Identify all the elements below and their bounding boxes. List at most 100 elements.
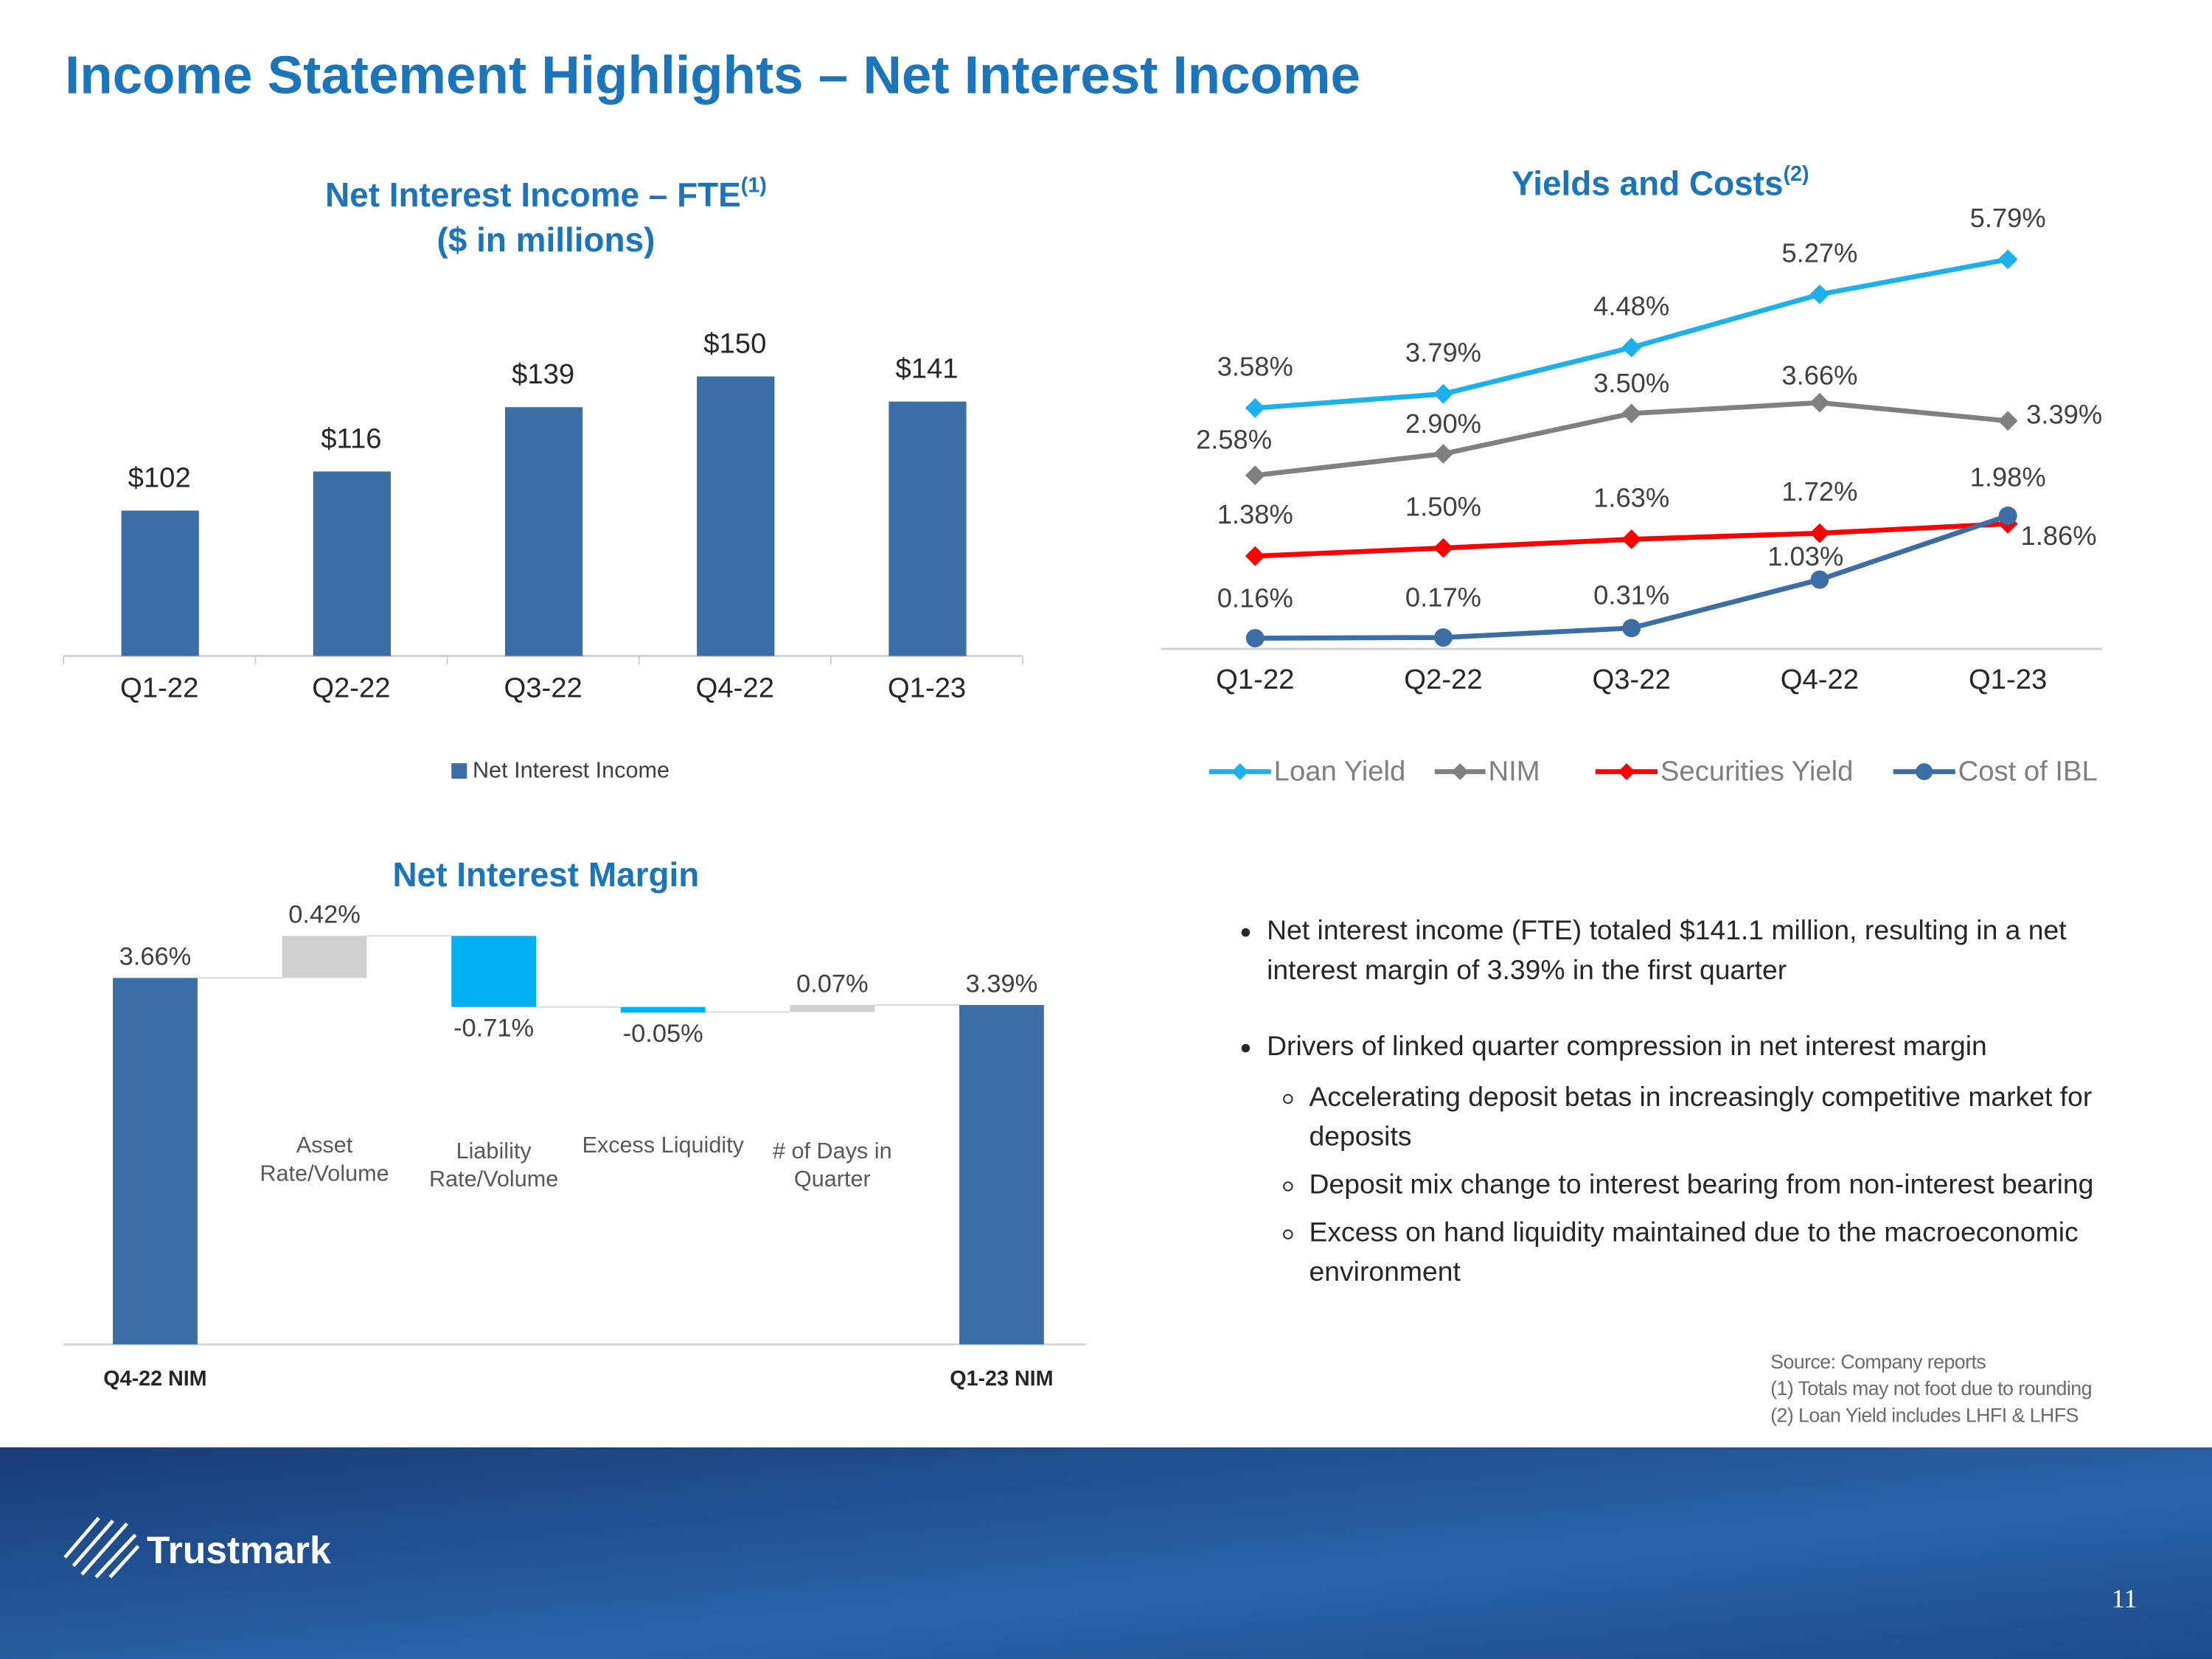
legend-marker xyxy=(1916,763,1933,781)
data-label: 1.98% xyxy=(1970,462,2046,492)
data-label: 3.39% xyxy=(966,970,1038,998)
legend-label: Cost of IBL xyxy=(1958,756,2098,787)
bullet-list: Net interest income (FTE) totaled $141.1… xyxy=(1225,911,2156,1293)
sub-bullet: Excess on hand liquidity maintained due … xyxy=(1310,1213,2156,1292)
x-tick-label: Q1-23 xyxy=(888,672,966,704)
data-label: 1.63% xyxy=(1593,482,1669,512)
chart-title-text: Net Interest Income – FTE xyxy=(325,175,741,214)
marker xyxy=(1810,570,1829,589)
marker xyxy=(1809,392,1830,413)
footnote: Source: Company reports xyxy=(1770,1349,1986,1373)
category-label: Excess Liquidity xyxy=(582,1134,744,1158)
data-label: -0.71% xyxy=(453,1014,534,1042)
data-label: 0.31% xyxy=(1593,580,1669,610)
data-label: 1.86% xyxy=(2021,521,2097,551)
logo-text: Trustmark xyxy=(147,1528,331,1571)
page-number: 11 xyxy=(2112,1584,2138,1613)
footnote: (2) Loan Yield includes LHFI & LHFS xyxy=(1770,1403,2079,1427)
marker xyxy=(1809,523,1830,543)
data-label: 1.72% xyxy=(1781,476,1857,507)
data-label: $141 xyxy=(895,353,958,385)
chart-title-text: Net Interest Margin xyxy=(393,855,700,894)
chart-title-note: (2) xyxy=(1783,162,1809,186)
bar xyxy=(313,471,391,656)
sub-bullet: Accelerating deposit betas in increasing… xyxy=(1310,1078,2156,1157)
sub-bullet-list: Accelerating deposit betas in increasing… xyxy=(1267,1078,2155,1293)
category-label: # of Days in Quarter xyxy=(772,1139,892,1192)
bar xyxy=(697,376,775,656)
data-label: 0.16% xyxy=(1217,582,1293,613)
x-tick-label: Q4-22 NIM xyxy=(103,1367,206,1391)
marker xyxy=(1809,284,1830,305)
bullet: Drivers of linked quarter compression in… xyxy=(1267,1027,2155,1293)
data-label: 5.27% xyxy=(1781,237,1857,268)
marker xyxy=(1434,628,1453,647)
legend-label: Net Interest Income xyxy=(473,758,669,783)
bullet-text: Drivers of linked quarter compression in… xyxy=(1267,1031,1987,1062)
bullets: Net interest income (FTE) totaled $141.1… xyxy=(1225,911,2156,1329)
x-tick-label: Q2-22 xyxy=(312,672,390,704)
chart-title-note: (1) xyxy=(741,173,767,197)
data-label: 0.17% xyxy=(1405,582,1481,613)
marker xyxy=(1997,249,2018,270)
data-label: 4.48% xyxy=(1593,291,1669,321)
data-label: 0.07% xyxy=(796,970,869,998)
waterfall-bar xyxy=(451,936,537,1007)
legend-label: NIM xyxy=(1488,756,1540,787)
marker xyxy=(1622,619,1641,638)
footer-band xyxy=(0,1447,2212,1659)
data-label: $102 xyxy=(128,462,191,494)
x-tick-label: Q3-22 xyxy=(504,672,582,704)
chart-subtitle: ($ in millions) xyxy=(437,220,655,259)
legend-label: Securities Yield xyxy=(1660,756,1854,787)
marker xyxy=(1997,411,2018,431)
data-label: 1.03% xyxy=(1767,541,1843,571)
footnotes: Source: Company reports (1) Totals may n… xyxy=(1770,1349,2092,1429)
bar xyxy=(504,407,583,656)
x-tick-label: Q2-22 xyxy=(1404,664,1482,695)
data-label: $116 xyxy=(321,422,381,454)
marker xyxy=(1433,444,1453,464)
footnote: (1) Totals may not foot due to rounding xyxy=(1770,1377,2092,1399)
marker xyxy=(1621,529,1642,549)
data-label: 3.58% xyxy=(1217,351,1293,381)
data-label: 3.39% xyxy=(2026,400,2102,430)
data-label: 3.79% xyxy=(1405,337,1481,367)
data-label: $139 xyxy=(512,358,574,390)
data-label: 2.90% xyxy=(1405,408,1481,439)
data-label: 0.42% xyxy=(288,901,361,929)
marker xyxy=(1621,337,1642,358)
marker xyxy=(1998,506,2017,525)
marker xyxy=(1245,629,1265,647)
marker xyxy=(1433,383,1453,404)
chart-title: Net Interest Income – FTE(1) xyxy=(325,173,767,214)
category-label: Liability Rate/Volume xyxy=(428,1139,559,1192)
waterfall-bar xyxy=(790,1004,875,1012)
legend-marker xyxy=(1451,763,1469,781)
bar xyxy=(121,510,199,656)
x-tick-label: Q1-22 xyxy=(1216,664,1294,695)
x-tick-label: Q3-22 xyxy=(1593,664,1671,695)
logo-icon xyxy=(63,1517,140,1579)
chart-title: Net Interest Margin xyxy=(393,855,700,894)
data-label: 5.79% xyxy=(1970,203,2046,233)
chart-title: Yields and Costs(2) xyxy=(1512,162,1809,203)
data-label: 1.38% xyxy=(1217,499,1293,529)
waterfall-bar xyxy=(282,936,367,978)
legend-marker xyxy=(1618,763,1635,781)
data-label: -0.05% xyxy=(623,1020,703,1048)
x-tick-label: Q4-22 xyxy=(1781,664,1859,695)
legend-marker xyxy=(1231,763,1249,781)
data-label: $150 xyxy=(703,328,766,360)
x-tick-label: Q4-22 xyxy=(696,672,774,704)
x-tick-label: Q1-23 xyxy=(1969,664,2047,695)
data-label: 3.66% xyxy=(119,943,192,971)
x-tick-label: Q1-23 NIM xyxy=(950,1367,1053,1391)
x-tick-label: Q1-22 xyxy=(120,672,198,704)
waterfall-bar xyxy=(959,1004,1044,1345)
data-label: 3.66% xyxy=(1781,360,1857,390)
data-label: 1.50% xyxy=(1405,491,1481,521)
chart-title-text: Yields and Costs xyxy=(1512,164,1783,203)
